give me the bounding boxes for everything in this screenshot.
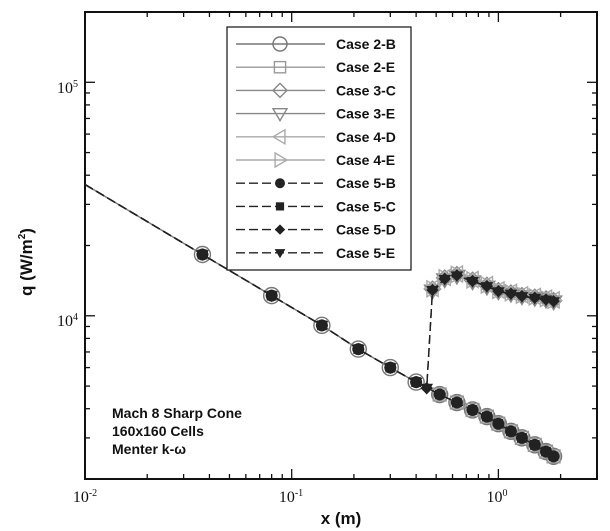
data-point [275,178,285,189]
legend-item: Case 4-E [236,151,395,169]
data-point [271,107,289,122]
data-point [349,340,367,358]
legend-label: Case 4-E [336,152,395,168]
legend-item: Case 2-E [236,59,395,75]
data-point [272,36,288,52]
annotation-block: Mach 8 Sharp Cone 160x160 Cells Menter k… [112,405,242,457]
data-point [547,297,560,309]
annotation-line-1: Mach 8 Sharp Cone [112,405,242,421]
data-point [274,151,289,169]
data-point [313,316,331,335]
data-point [409,377,423,389]
x-tick-label-1e0: 100 [487,488,508,506]
legend-label: Case 5-E [336,245,395,261]
legend-item: Case 3-E [236,106,395,122]
data-point [420,383,434,395]
data-point [193,245,212,264]
data-point [515,292,529,303]
data-point [548,451,559,462]
legend-label: Case 3-E [336,106,395,122]
y-tick-labels: 104 105 [57,79,78,330]
data-point [493,418,504,429]
data-point [407,373,425,391]
data-point [381,358,400,377]
data-point [351,344,365,356]
data-point [274,224,286,235]
legend-label: Case 2-B [336,36,396,52]
legend-label: Case 4-D [336,129,396,145]
data-point [466,276,479,288]
data-point [262,286,281,305]
data-point [383,363,397,375]
data-point [438,274,452,286]
legend-label: Case 5-C [336,198,396,214]
data-point [432,387,447,402]
data-point [274,249,286,259]
data-point [506,426,516,437]
y-tick-label-1e5: 105 [57,79,78,97]
legend-item: Case 5-B [236,175,396,191]
data-point [196,250,209,261]
x-tick-label-1e-2: 10-2 [73,488,97,506]
axis-ticks [84,11,598,480]
data-point [315,321,329,332]
data-point [434,389,445,400]
data-point [450,271,464,283]
data-point [430,385,449,404]
data-point [271,128,286,146]
data-point [528,293,542,305]
legend-item: Case 5-D [236,222,396,238]
data-point [517,432,527,443]
data-point [449,395,465,410]
x-tick-labels: 10-2 10-1 100 [73,488,508,506]
legend-item: Case 5-C [236,198,396,214]
legend-item: Case 5-E [236,245,395,261]
data-point [482,411,492,422]
legend-item: Case 3-C [236,82,396,98]
data-point [426,286,439,297]
data-point [448,393,466,412]
legend-label: Case 2-E [336,59,395,75]
data-point [480,282,494,293]
legend: Case 2-B Case 2-E Case 3-C Case 3-E Case 4-D… [226,26,412,271]
legend-label: Case 5-B [336,175,396,191]
plot-area [84,11,598,480]
annotation-line-2: 160x160 Cells [112,423,204,439]
data-point [504,289,518,301]
legend-item: Case 2-B [236,36,396,52]
y-axis-label: q (W/m2) [17,228,36,296]
series-case-5-e [84,183,560,395]
data-point [452,397,462,408]
y-tick-label-1e4: 104 [57,312,78,330]
data-point [492,287,505,299]
data-point [467,405,478,415]
x-tick-label-1e-1: 10-1 [279,488,303,506]
legend-item: Case 4-D [236,128,396,146]
annotation-line-3: Menter k-ω [112,441,186,457]
legend-label: Case 3-C [336,82,396,98]
data-point [273,60,287,74]
x-axis-label: x (m) [321,509,362,528]
data-point [491,416,506,431]
data-point [272,82,288,99]
legend-label: Case 5-D [336,222,396,238]
data-point [529,439,540,450]
data-point [265,291,279,303]
data-point [465,402,480,418]
series-layer [84,183,563,466]
data-point [275,202,285,211]
